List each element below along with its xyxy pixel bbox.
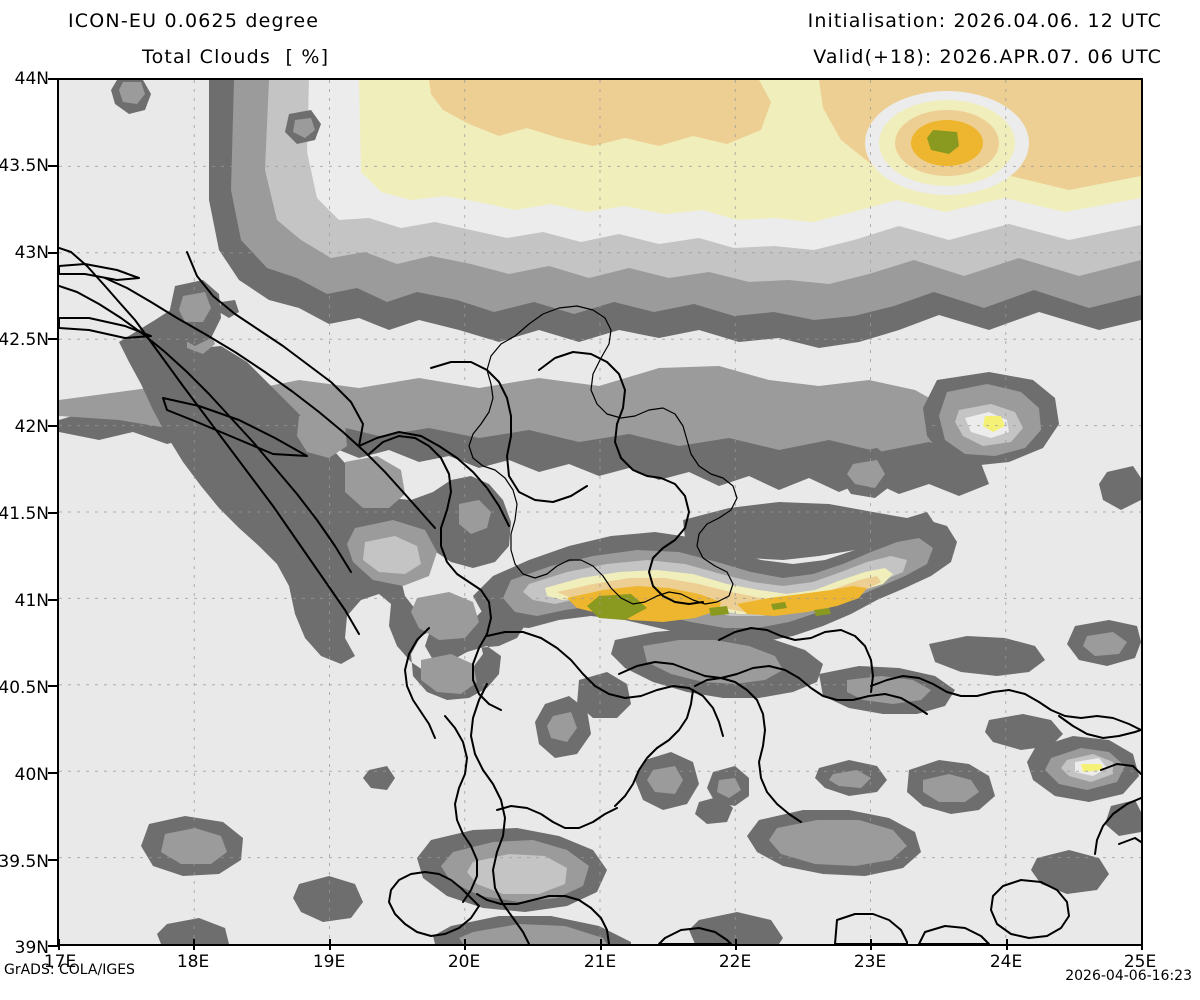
cloud-band-adriatic [119, 296, 527, 700]
x-axis-label-23e: 23E [853, 952, 887, 972]
y-axis-label-40_5n: 40.5N [0, 678, 49, 698]
x-tick-19e [329, 939, 331, 950]
render-timestamp: 2026-04-06-16:23 [1065, 968, 1192, 984]
y-tick-43_5n [48, 165, 59, 167]
x-tick-18e [193, 939, 195, 950]
initialisation-label: Initialisation: 2026.04.06. 12 UTC [807, 10, 1162, 32]
coastlines [59, 247, 1141, 944]
cloud-cells-south [141, 620, 1141, 944]
map-canvas [59, 80, 1141, 944]
x-axis-label-19e: 19E [312, 952, 346, 972]
map-gridlines [59, 80, 1141, 944]
y-axis-label-42n: 42N [14, 417, 49, 437]
y-tick-42_5n [48, 338, 59, 340]
y-tick-40n [48, 772, 59, 774]
y-axis-label-42_5n: 42.5N [0, 330, 49, 350]
grads-credit: GrADS: COLA/IGES [4, 962, 135, 978]
cloud-mass-northeast-greece [683, 502, 935, 560]
x-tick-21e [600, 939, 602, 950]
y-tick-39n [48, 945, 59, 947]
y-tick-40_5n [48, 685, 59, 687]
y-axis-label-41n: 41N [14, 591, 49, 611]
y-tick-41_5n [48, 512, 59, 514]
y-axis-label-39n: 39N [14, 938, 49, 958]
cloud-band-central-greece [473, 520, 957, 642]
y-axis-label-43_5n: 43.5N [0, 156, 49, 176]
map-plot-area [57, 78, 1143, 946]
x-axis-label-20e: 20E [447, 952, 481, 972]
x-axis-label-18e: 18E [176, 952, 210, 972]
cloud-cell-top-left-2 [285, 110, 321, 144]
x-tick-17e [58, 939, 60, 950]
x-tick-22e [735, 939, 737, 950]
cloud-cell-top-left [111, 80, 151, 114]
cloud-bullseye-northeast [865, 91, 1029, 195]
y-axis-label-40n: 40N [14, 765, 49, 785]
valid-time-label: Valid(+18): 2026.APR.07. 06 UTC [813, 46, 1162, 68]
x-tick-20e [464, 939, 466, 950]
x-tick-25e [1141, 939, 1143, 950]
y-tick-42n [48, 425, 59, 427]
cloud-cell-border-small [1099, 466, 1141, 510]
y-tick-43n [48, 252, 59, 254]
y-axis-label-44n: 44N [14, 69, 49, 89]
x-tick-24e [1006, 939, 1008, 950]
y-axis-label-41_5n: 41.5N [0, 504, 49, 524]
field-title: Total Clouds [ %] [142, 46, 330, 68]
x-axis-label-24e: 24E [989, 952, 1023, 972]
x-tick-23e [870, 939, 872, 950]
y-tick-41n [48, 599, 59, 601]
x-axis-label-22e: 22E [718, 952, 752, 972]
y-tick-39_5n [48, 859, 59, 861]
x-axis-label-21e: 21E [583, 952, 617, 972]
y-axis-label-39_5n: 39.5N [0, 852, 49, 872]
cloud-cell-serbia-small [839, 448, 895, 498]
x-axis-label-17e: 17E [43, 952, 77, 972]
y-axis-label-43n: 43N [14, 243, 49, 263]
x-axis-label-25e: 25E [1123, 952, 1157, 972]
y-tick-44n [48, 78, 59, 80]
model-title: ICON-EU 0.0625 degree [68, 10, 320, 32]
